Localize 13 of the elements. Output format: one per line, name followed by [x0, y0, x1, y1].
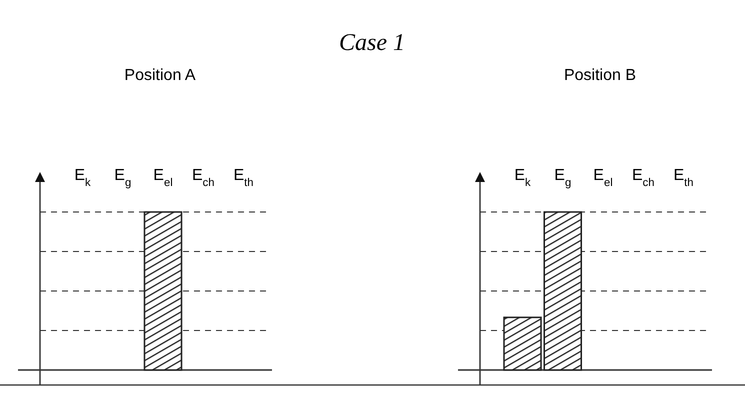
x-tick-label: E$_{th}$: [233, 167, 254, 189]
x-tick-label: E$_{ch}$: [192, 167, 214, 189]
x-tick-label: E$_{k}$: [514, 167, 532, 189]
x-tick-label: E$_{el}$: [593, 167, 613, 189]
x-tick-label: E$_{th}$: [673, 167, 694, 189]
text: Case 1: [339, 30, 405, 56]
chart-title: Position B: [564, 67, 636, 84]
x-tick-label: E$_{el}$: [153, 167, 173, 189]
x-tick-label: E$_{g}$: [554, 167, 572, 189]
chart-title: Position A: [124, 67, 196, 84]
x-tick-label: E$_{ch}$: [632, 167, 654, 189]
x-tick-label: E$_{g}$: [114, 167, 132, 189]
x-tick-label: E$_{k}$: [74, 167, 92, 189]
